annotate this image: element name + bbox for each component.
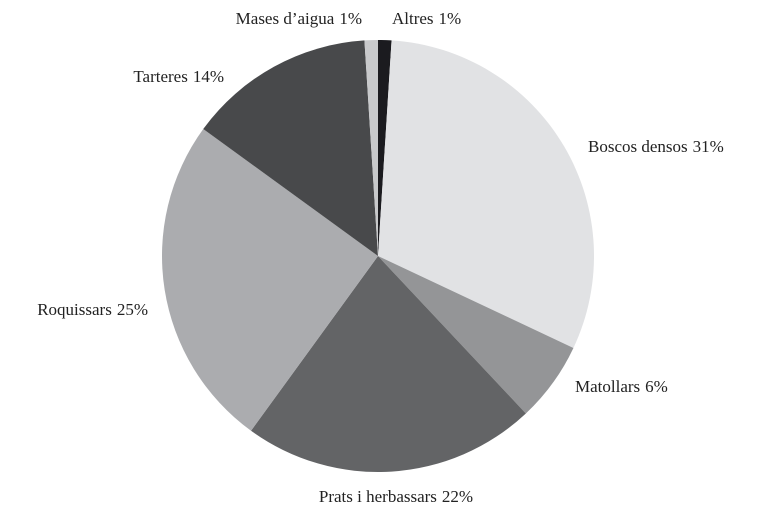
pie-slice <box>203 40 378 257</box>
category-name: Tarteres <box>133 67 188 86</box>
value-label: 22% <box>442 487 473 506</box>
slice-label: Altres 1% <box>392 9 461 28</box>
pie-slice <box>378 40 594 348</box>
pie-slice <box>378 256 574 414</box>
slice-label: Matollars 6% <box>575 377 668 396</box>
category-name: Boscos densos <box>588 137 688 156</box>
value-label: 6% <box>645 377 668 396</box>
pie-slice <box>378 40 392 256</box>
value-label: 1% <box>439 9 462 28</box>
pie-slice <box>162 129 378 431</box>
slice-label: Boscos densos 31% <box>588 137 724 156</box>
slice-label: Tarteres 14% <box>133 67 224 86</box>
category-name: Prats i herbassars <box>319 487 437 506</box>
slice-label: Mases d’aigua 1% <box>236 9 362 28</box>
value-label: 1% <box>339 9 362 28</box>
value-label: 31% <box>693 137 724 156</box>
category-name: Matollars <box>575 377 640 396</box>
slice-label: Prats i herbassars 22% <box>319 487 473 506</box>
pie-slice <box>364 40 378 256</box>
category-name: Roquissars <box>37 300 112 319</box>
category-name: Mases d’aigua <box>236 9 335 28</box>
value-label: 25% <box>117 300 148 319</box>
slice-label: Roquissars 25% <box>37 300 148 319</box>
value-label: 14% <box>193 67 224 86</box>
pie-slice <box>251 256 526 473</box>
category-name: Altres <box>392 9 434 28</box>
